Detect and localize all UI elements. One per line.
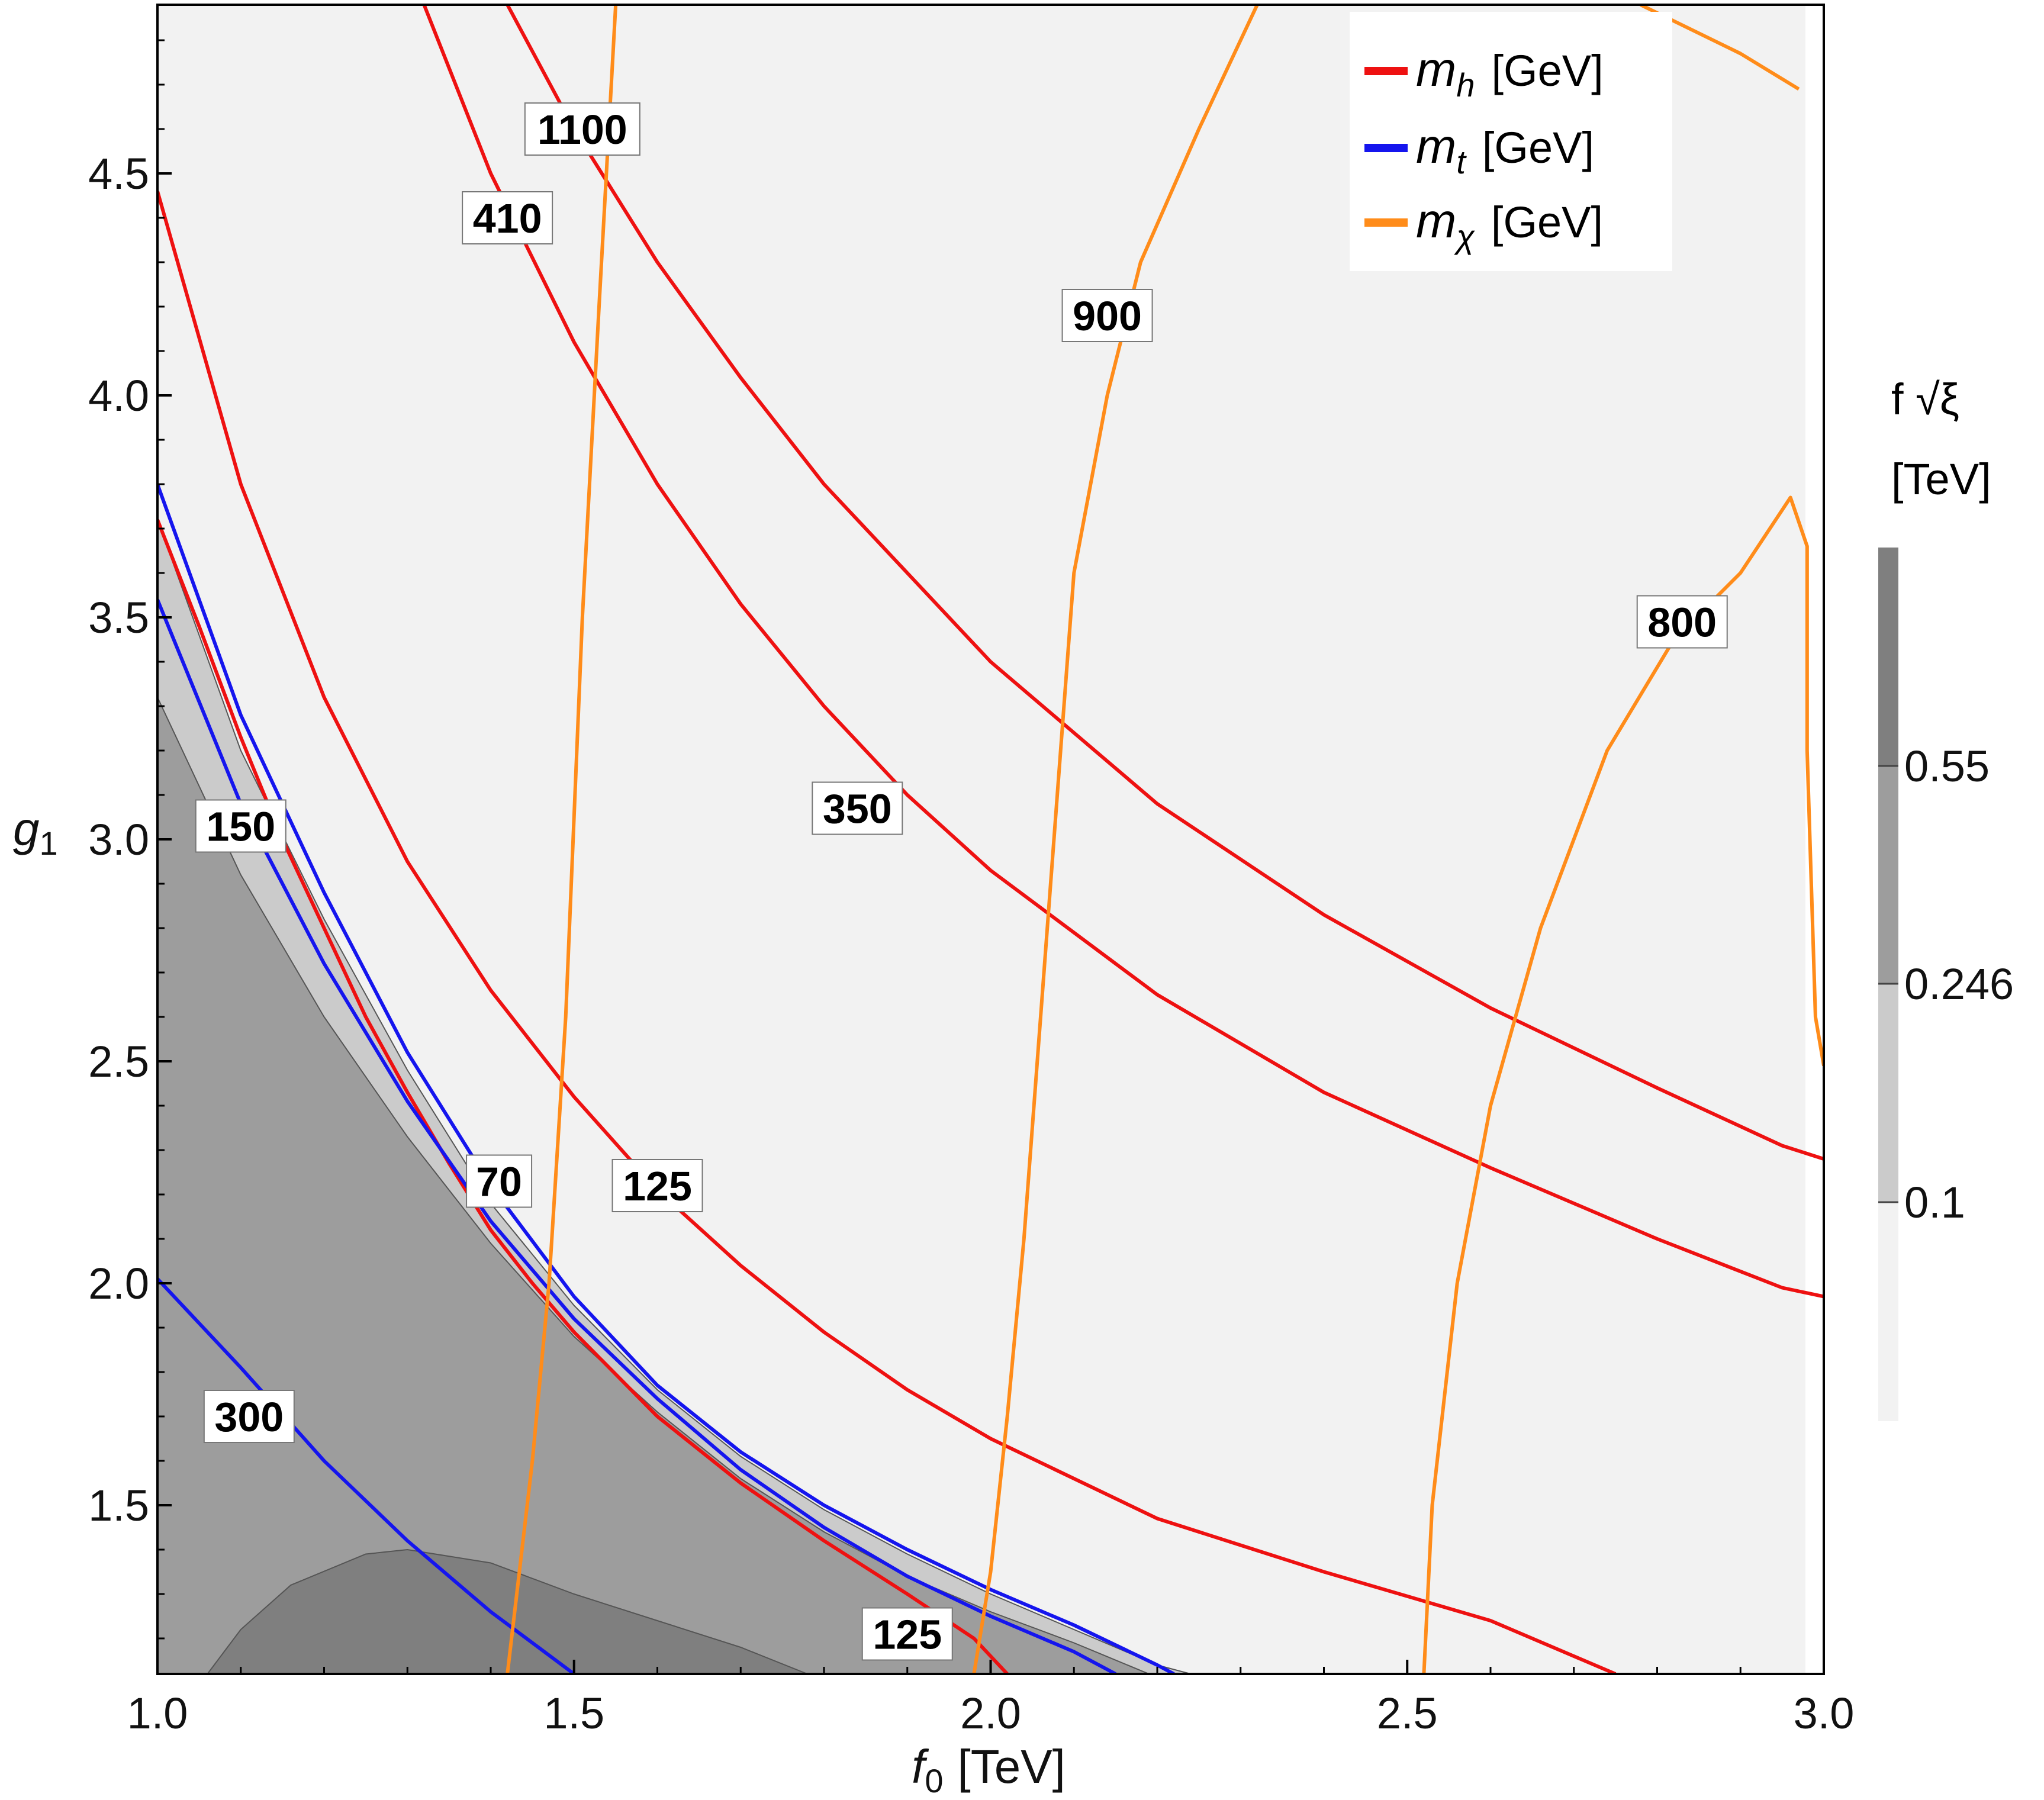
y-tick-label-4.0: 4.0 [88,371,149,420]
y-axis-subscript: 1 [40,825,58,862]
colorbar-unit: [TeV] [1891,455,1991,504]
contour-label-125-7: 125 [611,1159,703,1212]
legend-unit-mchi: [GeV] [1491,198,1603,247]
y-tick-label-4.5: 4.5 [88,149,149,198]
legend-symbol-mchi: m [1416,194,1456,248]
y-tick-label-2.5: 2.5 [88,1037,149,1086]
contour-label-box [195,799,287,853]
contour-label-900-2: 900 [1061,289,1153,342]
legend-unit-mh: [GeV] [1491,46,1603,95]
colorbar-band-mid [1878,766,1898,984]
x-tick-label-2.5: 2.5 [1377,1689,1438,1738]
contour-label-1100-0: 1100 [524,102,640,156]
colorbar-band-low [1878,984,1898,1202]
legend-symbol-mh: m [1416,43,1456,96]
contour-label-800-3: 800 [1636,595,1728,649]
contour-line-mh-410-3 [506,5,1824,1161]
contour-line-mh-350-2 [422,5,1824,1299]
colorbar-title: f √ξ [1891,375,1959,424]
contour-label-text: 900 [1073,293,1142,339]
contour-line-mchi-900-8 [972,5,1259,1674]
contour-label-box [462,191,553,244]
y-tick-label-3.0: 3.0 [88,815,149,864]
contour-label-text: 800 [1647,600,1717,646]
legend-sub-mt: t [1456,143,1467,181]
x-tick-label-1.0: 1.0 [127,1689,188,1738]
contour-label-box [1061,289,1153,342]
legend-label-mh: mh [GeV] [1416,43,1604,104]
legend-sub-mh: h [1456,66,1475,104]
contour-label-text: 300 [214,1394,284,1440]
y-axis-label: g1 [13,803,58,862]
legend-sub-mchi: χ [1453,218,1475,255]
x-axis-subscript: 0 [925,1762,943,1799]
x-tick-label-2.0: 2.0 [960,1689,1021,1738]
contour-label-box [1636,595,1728,649]
colorbar-tick-01: 0.1 [1904,1178,1965,1227]
contour-label-text: 410 [473,195,542,241]
colorbar-tick-055: 0.55 [1904,742,1990,791]
contour-label-box [812,781,903,835]
x-tick-label-3.0: 3.0 [1794,1689,1855,1738]
contour-line-mt-150-5 [157,598,1117,1674]
contour-label-text: 1100 [537,107,627,153]
colorbar: f √ξ [TeV] 0.55 0.246 0.1 [1878,375,2014,1421]
contour-label-150-5: 150 [195,799,287,853]
contour-label-box [203,1390,295,1443]
contour-label-box [466,1154,533,1208]
contour-label-text: 70 [476,1159,522,1205]
contour-line-mh-125-1 [157,191,1617,1674]
contour-line-mt-300-6 [157,1277,575,1674]
contour-line-mchi-1100-7 [506,5,618,1674]
y-tick-label-3.5: 3.5 [88,593,149,642]
contour-label-350-4: 350 [812,781,903,835]
contour-line-mt-70-4 [157,483,1175,1674]
contour-label-410-1: 410 [462,191,553,244]
contour-label-box [611,1159,703,1212]
filled-regions [157,519,1191,1674]
contour-line-mchi-edge-10 [1640,5,1800,91]
contour-label-text: 125 [873,1612,942,1658]
colorbar-band-high [1878,548,1898,766]
legend-label-mt: mt [GeV] [1416,120,1594,181]
contour-label-box [861,1607,953,1661]
x-axis: 1.0 1.5 2.0 2.5 3.0 [127,1660,1855,1738]
legend-label-mchi: mχ [GeV] [1416,194,1603,255]
y-axis-symbol: g [13,803,40,855]
colorbar-band-lowest [1878,1202,1898,1421]
x-axis-unit: [TeV] [958,1740,1066,1793]
legend: mh [GeV] mt [GeV] mχ [GeV] [1350,12,1672,271]
legend-unit-mt: [GeV] [1482,123,1594,172]
region-fill-1 [157,697,1150,1674]
x-axis-label: f0 [TeV] [912,1740,1066,1799]
contour-label-125-9: 125 [861,1607,953,1661]
region-fill-2 [207,1548,808,1674]
contour-label-70-6: 70 [466,1154,533,1208]
colorbar-tick-0246: 0.246 [1904,959,2014,1009]
contour-label-300-8: 300 [203,1390,295,1443]
contour-label-box [524,102,640,156]
contour-label-text: 150 [206,804,275,850]
y-tick-label-2.0: 2.0 [88,1259,149,1308]
contour-label-text: 350 [823,786,892,832]
y-axis: 1.5 2.0 2.5 3.0 3.5 4.0 4.5 [88,39,172,1640]
x-tick-label-1.5: 1.5 [543,1689,604,1738]
legend-box [1350,12,1672,271]
y-tick-label-1.5: 1.5 [88,1481,149,1530]
legend-symbol-mt: m [1416,120,1456,173]
contour-label-text: 125 [623,1163,692,1209]
contour-labels: 1100 410 900 800 350 150 70 125 300 125 [195,102,1728,1661]
